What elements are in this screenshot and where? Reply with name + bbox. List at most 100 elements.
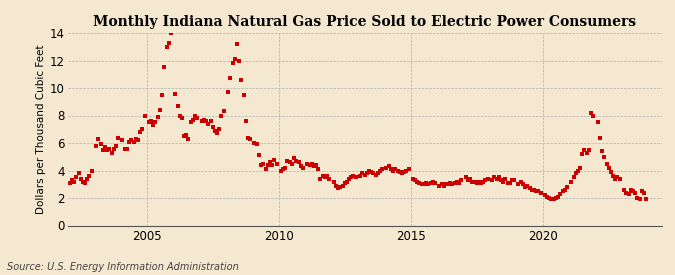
Point (366, 170, 377, 174)
Point (375, 168, 385, 173)
Point (421, 181, 431, 185)
Point (408, 177, 418, 181)
Point (286, 161, 297, 166)
Point (452, 179, 462, 184)
Point (335, 185, 346, 189)
Point (445, 181, 456, 185)
Point (544, 196, 555, 200)
Point (387, 168, 398, 173)
Point (399, 170, 410, 174)
Point (146, 119, 157, 123)
Point (553, 194, 564, 199)
Point (524, 186, 535, 191)
Point (441, 182, 452, 186)
Point (493, 175, 504, 180)
Point (546, 197, 557, 202)
Point (368, 171, 379, 175)
Point (625, 188, 636, 192)
Point (535, 190, 546, 195)
Point (293, 160, 304, 164)
Point (223, 90, 234, 94)
Point (377, 167, 387, 171)
Point (483, 177, 493, 181)
Point (621, 190, 632, 195)
Point (410, 178, 421, 182)
Point (271, 161, 282, 166)
Point (469, 179, 480, 184)
Point (560, 188, 570, 192)
Point (539, 193, 550, 197)
Point (144, 120, 155, 125)
Point (605, 170, 616, 174)
Point (592, 120, 603, 125)
Point (69, 179, 80, 184)
Point (436, 182, 447, 186)
Point (504, 181, 515, 185)
Point (396, 171, 407, 175)
Point (370, 172, 381, 177)
Point (529, 188, 539, 192)
Point (350, 175, 361, 180)
Point (612, 175, 623, 180)
Point (456, 178, 466, 182)
Point (478, 179, 489, 184)
Point (412, 179, 423, 184)
Point (269, 157, 279, 162)
Point (181, 133, 192, 137)
Point (242, 135, 253, 140)
Point (71, 175, 82, 180)
Point (506, 178, 517, 182)
Point (619, 188, 630, 192)
Point (291, 159, 302, 163)
Point (251, 142, 262, 147)
Point (354, 174, 365, 178)
Point (500, 177, 511, 181)
Point (263, 163, 273, 167)
Point (443, 182, 454, 186)
Point (150, 120, 161, 125)
Point (497, 179, 508, 184)
Point (90, 144, 101, 148)
Point (310, 163, 321, 167)
Point (359, 172, 370, 177)
Point (473, 179, 484, 184)
Point (240, 119, 251, 123)
Point (476, 181, 487, 185)
Point (577, 152, 588, 156)
Point (467, 179, 478, 184)
Point (126, 138, 137, 142)
Point (595, 135, 605, 140)
Point (572, 168, 583, 173)
Point (639, 190, 649, 195)
Point (132, 138, 143, 142)
Point (416, 182, 427, 186)
Point (641, 197, 651, 202)
Point (581, 150, 592, 155)
Point (104, 146, 115, 151)
Point (102, 148, 113, 152)
Point (322, 174, 333, 178)
Title: Monthly Indiana Natural Gas Price Sold to Electric Power Consumers: Monthly Indiana Natural Gas Price Sold t… (93, 15, 636, 29)
Point (174, 113, 185, 118)
Point (348, 174, 359, 178)
Point (623, 192, 634, 196)
Point (289, 156, 300, 160)
Point (464, 177, 475, 181)
Point (137, 127, 148, 131)
Point (179, 134, 190, 138)
Point (429, 181, 440, 185)
Point (630, 190, 641, 195)
Point (487, 178, 497, 182)
Point (315, 177, 326, 181)
Point (364, 168, 375, 173)
Point (93, 137, 104, 141)
Point (161, 45, 172, 49)
Point (218, 109, 229, 114)
Point (495, 178, 506, 182)
Point (304, 163, 315, 167)
Point (117, 138, 128, 142)
Point (579, 148, 590, 152)
Point (209, 128, 220, 133)
Point (533, 189, 543, 193)
Point (265, 160, 275, 164)
